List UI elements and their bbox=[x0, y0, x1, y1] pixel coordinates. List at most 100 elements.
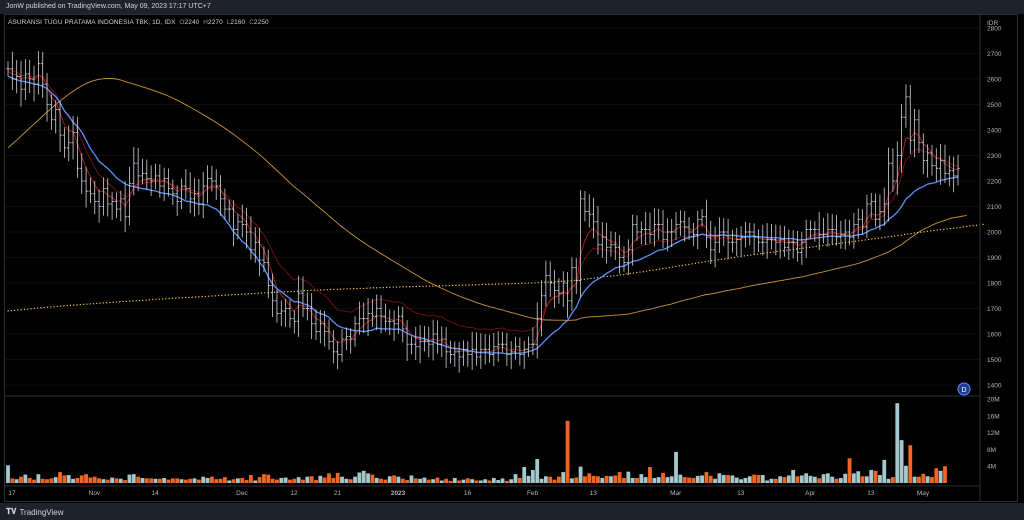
volume-bar bbox=[270, 478, 275, 483]
ohlc-bar bbox=[609, 231, 613, 257]
volume-bar bbox=[409, 475, 414, 483]
volume-bar bbox=[335, 472, 340, 483]
ohlc-bar bbox=[14, 60, 19, 94]
ohlc-bar bbox=[700, 209, 704, 227]
ohlc-bar bbox=[279, 300, 284, 327]
volume-bar bbox=[635, 477, 639, 483]
ohlc-bar bbox=[136, 147, 140, 192]
volume-bar bbox=[309, 476, 314, 483]
ohlc-bar bbox=[131, 147, 136, 196]
ohlc-bar bbox=[834, 214, 839, 246]
ohlc-bar bbox=[891, 148, 895, 192]
ohlc-bar bbox=[769, 223, 774, 250]
ohlc-bar bbox=[227, 199, 232, 223]
ohlc-bar bbox=[361, 302, 366, 333]
volume-bar bbox=[231, 479, 236, 483]
volume-bar bbox=[71, 478, 75, 483]
volume-bar bbox=[513, 474, 518, 483]
ohlc-bar bbox=[674, 212, 678, 241]
ohlc-bar bbox=[596, 205, 600, 255]
volume-bar bbox=[149, 478, 154, 483]
volume-bar bbox=[552, 479, 557, 483]
ohlc-bar bbox=[188, 172, 192, 214]
ohlc-bar bbox=[591, 197, 596, 239]
volume-bar bbox=[600, 477, 605, 483]
ohlc-bar bbox=[852, 212, 856, 249]
volume-bar bbox=[84, 474, 88, 483]
volume-bar bbox=[882, 459, 887, 483]
ohlc-bar bbox=[743, 221, 748, 248]
volume-bar bbox=[496, 480, 501, 483]
price-tick-label: 2800 bbox=[987, 26, 1002, 33]
volume-bar bbox=[674, 451, 678, 483]
price-tick-label: 2600 bbox=[987, 77, 1002, 84]
ma-blue-path bbox=[7, 75, 959, 355]
ohlc-bar bbox=[140, 158, 145, 185]
price-tick-label: 1500 bbox=[987, 357, 1002, 364]
volume-bar bbox=[435, 477, 440, 483]
volume-bar bbox=[622, 477, 626, 483]
price-tick-label: 1900 bbox=[987, 255, 1002, 262]
volume-bar bbox=[166, 479, 171, 483]
volume-bar bbox=[327, 473, 331, 483]
volume-bar bbox=[322, 477, 327, 483]
ohlc-bar bbox=[912, 108, 917, 158]
currency-label: IDR bbox=[987, 20, 999, 27]
volume-bar bbox=[318, 475, 323, 483]
ma-blue-line bbox=[7, 75, 959, 355]
volume-bar bbox=[747, 476, 752, 483]
low-label: L bbox=[226, 19, 231, 26]
volume-bar bbox=[79, 475, 84, 483]
volume-bar bbox=[127, 474, 132, 483]
ohlc-bar bbox=[357, 301, 362, 335]
volume-bar bbox=[227, 480, 232, 483]
ohlc-bar bbox=[171, 179, 175, 205]
volume-bar bbox=[878, 475, 882, 483]
volume-bar bbox=[53, 477, 58, 483]
volume-bar bbox=[144, 478, 149, 483]
currency-icon[interactable]: D bbox=[957, 382, 971, 396]
publisher-bar: JonW published on TradingView.com, May 0… bbox=[0, 0, 1024, 14]
volume-bar bbox=[570, 478, 574, 483]
ohlc-bar bbox=[405, 320, 409, 362]
volume-bar bbox=[899, 440, 904, 483]
volume-bar bbox=[279, 477, 284, 483]
ohlc-bar bbox=[639, 221, 644, 245]
ma-gold-line bbox=[7, 78, 967, 321]
volume-bar bbox=[509, 479, 514, 483]
ohlc-bar bbox=[930, 145, 934, 176]
volume-bar bbox=[201, 476, 206, 483]
volume-bar bbox=[869, 469, 874, 483]
volume-bar bbox=[908, 445, 913, 483]
volume-bar bbox=[66, 475, 71, 483]
volume-bar bbox=[795, 476, 800, 483]
ohlc-bar bbox=[869, 192, 874, 219]
ohlc-bar bbox=[791, 230, 795, 259]
ohlc-bar bbox=[305, 292, 310, 321]
ma-darkred-path bbox=[7, 68, 959, 332]
volume-bar bbox=[162, 477, 167, 483]
ohlc-bar bbox=[318, 310, 323, 344]
tradingview-logo[interactable]: 𝐓𝐕 TradingView bbox=[6, 507, 64, 517]
time-tick-label: 21 bbox=[334, 490, 342, 497]
volume-bar bbox=[288, 479, 292, 483]
volume-bars bbox=[6, 403, 947, 483]
time-tick-label: Feb bbox=[527, 490, 539, 497]
ohlc-bar bbox=[843, 218, 848, 250]
ohlc-bar bbox=[40, 51, 45, 98]
price-chart[interactable]: 2800 2700 2600 2500 2400 2300 2200 2100 2000 1900… bbox=[0, 0, 1024, 503]
time-tick-label: Dec bbox=[236, 490, 248, 497]
ohlc-bar bbox=[713, 226, 717, 268]
ohlc-bar bbox=[509, 341, 513, 370]
ohlc-bar bbox=[682, 211, 687, 242]
volume-bar bbox=[830, 476, 835, 483]
time-tick-label: Nov bbox=[89, 490, 101, 497]
ohlc-bar bbox=[817, 211, 821, 251]
ohlc-bar bbox=[726, 218, 730, 260]
price-tick-label: 1800 bbox=[987, 281, 1002, 288]
ohlc-bar bbox=[19, 60, 23, 107]
ohlc-bar bbox=[895, 141, 900, 196]
ohlc-bar bbox=[435, 320, 440, 354]
ohlc-bar bbox=[474, 332, 479, 366]
ohlc-bar bbox=[813, 221, 817, 242]
